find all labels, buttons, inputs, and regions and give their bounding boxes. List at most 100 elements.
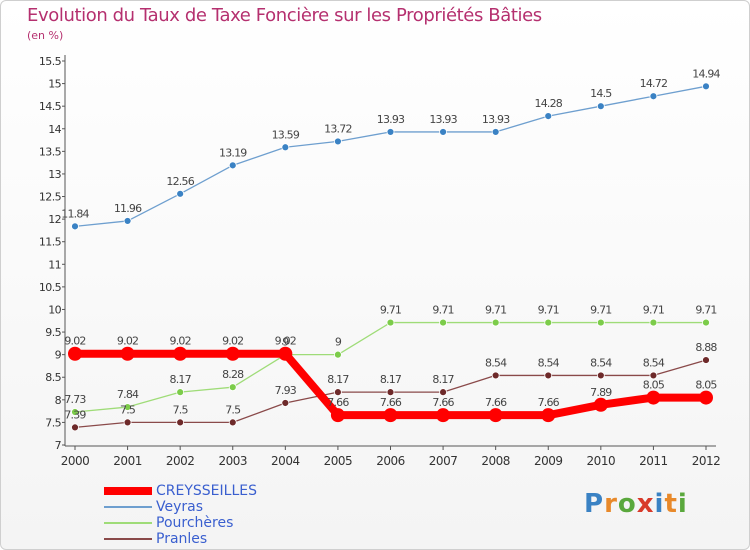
data-label-pranles: 8.17: [432, 373, 454, 386]
data-label-creysseilles: 7.66: [380, 396, 402, 409]
x-tick-label: 2011: [639, 454, 668, 468]
data-label-veyras: 13.59: [272, 128, 300, 141]
data-label-veyras: 12.56: [166, 175, 194, 188]
data-label-creysseilles: 9.02: [117, 335, 138, 348]
data-point-veyras: [596, 102, 605, 111]
data-label-creysseilles: 9.02: [275, 335, 296, 348]
y-tick-label: 15: [48, 78, 61, 91]
data-point-veyras: [544, 112, 553, 121]
data-label-pourcheres: 9.71: [695, 304, 716, 317]
data-point-pranles: [281, 399, 290, 407]
data-label-veyras: 13.93: [482, 113, 510, 126]
data-point-creysseilles: [383, 408, 398, 423]
y-tick-label: 9.5: [45, 326, 61, 339]
data-point-creysseilles: [173, 346, 188, 361]
data-label-creysseilles: 7.66: [327, 396, 349, 409]
data-label-pourcheres: 9.71: [485, 304, 506, 317]
x-tick-label: 2012: [692, 454, 721, 468]
data-point-pranles: [544, 371, 553, 380]
data-point-veyras: [334, 137, 342, 146]
logo-letter: P: [584, 489, 605, 519]
legend-swatch-pranles: [104, 538, 152, 540]
data-point-pourcheres: [544, 318, 553, 327]
data-label-veyras: 13.72: [324, 122, 352, 135]
data-label-veyras: 13.19: [219, 146, 247, 159]
data-point-pranles: [386, 388, 395, 397]
data-label-pranles: 8.17: [327, 373, 349, 386]
x-tick-label: 2000: [61, 454, 90, 468]
proxiti-logo: Proxiti: [584, 489, 688, 519]
data-label-pourcheres: 8.17: [170, 373, 192, 386]
data-point-veyras: [228, 161, 237, 170]
data-label-pourcheres: 9: [335, 336, 342, 349]
data-label-creysseilles: 7.66: [485, 396, 507, 409]
data-point-pourcheres: [176, 388, 185, 397]
data-point-pourcheres: [439, 318, 447, 327]
x-tick-label: 2005: [324, 454, 353, 468]
data-label-pranles: 8.54: [485, 356, 507, 369]
legend-item-pranles: Pranles: [104, 531, 207, 547]
data-point-veyras: [649, 92, 658, 101]
data-label-veyras: 14.72: [640, 77, 668, 90]
data-label-veyras: 13.93: [429, 113, 457, 126]
data-point-pourcheres: [71, 408, 79, 416]
y-tick-label: 13.5: [39, 145, 62, 158]
data-point-pourcheres: [596, 318, 605, 327]
y-tick-label: 12.5: [39, 191, 62, 204]
data-label-pranles: 7.39: [64, 408, 86, 421]
data-point-pranles: [702, 356, 710, 364]
y-tick-label: 15.5: [39, 55, 62, 68]
data-label-pourcheres: 9: [282, 336, 289, 349]
data-label-pranles: 8.88: [695, 341, 717, 354]
data-point-creysseilles: [278, 346, 293, 361]
legend-label-pourcheres: Pourchères: [156, 515, 234, 531]
data-point-veyras: [71, 222, 79, 231]
y-tick-label: 13: [48, 168, 61, 181]
legend-swatch-veyras: [104, 506, 152, 508]
y-tick-label: 14: [48, 123, 61, 136]
data-label-veyras: 11.84: [61, 207, 89, 220]
data-point-pranles: [439, 388, 447, 397]
legend-label-creysseilles: CREYSSEILLES: [156, 483, 257, 499]
data-label-pranles: 7.93: [275, 384, 297, 397]
data-point-pourcheres: [228, 383, 237, 392]
data-label-veyras: 14.28: [535, 97, 563, 110]
data-point-pranles: [334, 388, 342, 397]
data-point-pourcheres: [123, 403, 132, 411]
data-label-pranles: 8.17: [380, 373, 402, 386]
data-point-creysseilles: [699, 390, 713, 405]
data-point-veyras: [176, 189, 185, 198]
logo-letter: i: [654, 489, 665, 519]
data-label-pranles: 8.54: [643, 356, 665, 369]
data-point-pourcheres: [702, 318, 710, 327]
data-point-pranles: [228, 418, 237, 427]
data-label-pranles: 7.5: [120, 403, 136, 416]
data-label-creysseilles: 9.02: [170, 335, 191, 348]
data-point-creysseilles: [68, 346, 82, 361]
y-tick-label: 12: [48, 213, 61, 226]
x-tick-label: 2001: [113, 454, 142, 468]
data-label-pranles: 7.5: [225, 403, 241, 416]
data-point-pranles: [176, 418, 185, 427]
y-tick-label: 8.5: [45, 371, 61, 384]
data-label-creysseilles: 9.02: [222, 335, 243, 348]
data-point-creysseilles: [541, 408, 556, 423]
data-point-veyras: [491, 128, 500, 136]
series-line-veyras: [74, 85, 707, 227]
legend-label-pranles: Pranles: [156, 531, 208, 547]
y-tick-label: 7.5: [45, 416, 61, 429]
y-tick-label: 8: [55, 394, 62, 407]
data-point-pranles: [71, 423, 79, 432]
data-point-pranles: [123, 418, 132, 427]
legend-swatch-pourcheres: [104, 522, 152, 524]
data-point-veyras: [281, 143, 290, 152]
data-label-pranles: 7.5: [173, 403, 189, 416]
data-point-veyras: [439, 128, 447, 136]
data-point-creysseilles: [330, 408, 345, 423]
legend-item-pourcheres: Pourchères: [104, 515, 233, 531]
data-label-creysseilles: 8.05: [695, 379, 717, 392]
data-label-pourcheres: 9.71: [432, 304, 453, 317]
data-label-pourcheres: 7.84: [117, 388, 139, 401]
